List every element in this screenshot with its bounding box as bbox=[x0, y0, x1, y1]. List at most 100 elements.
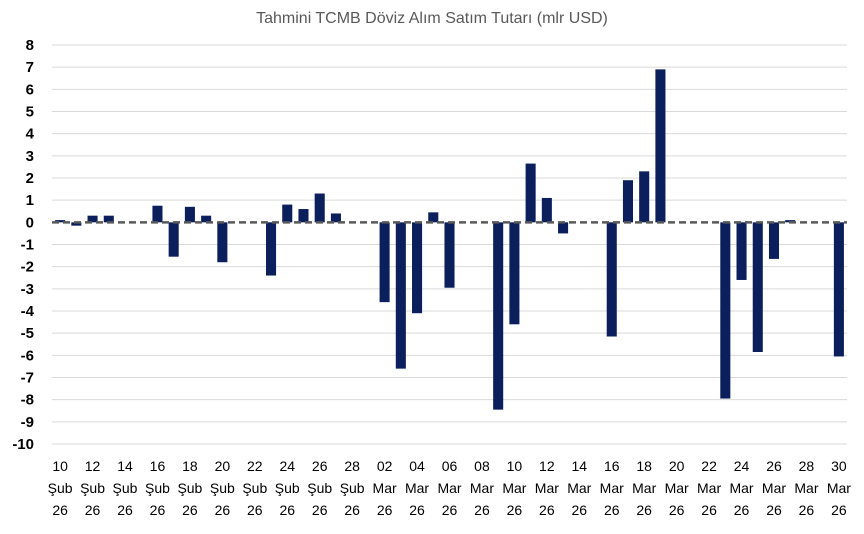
x-tick-label-year: 26 bbox=[539, 502, 555, 518]
bar bbox=[217, 222, 228, 263]
x-tick-label-year: 26 bbox=[85, 502, 101, 518]
x-tick-label-year: 26 bbox=[701, 502, 717, 518]
y-tick-label: -9 bbox=[21, 414, 34, 431]
x-tick-label-day: 16 bbox=[604, 458, 620, 474]
x-tick-label-day: 30 bbox=[831, 458, 847, 474]
y-tick-label: 2 bbox=[26, 170, 34, 187]
x-tick-label-month: Şub bbox=[177, 480, 202, 496]
x-tick-label-month: Şub bbox=[275, 480, 300, 496]
x-tick-label-year: 26 bbox=[474, 502, 490, 518]
x-tick-label-year: 26 bbox=[409, 502, 425, 518]
bar bbox=[720, 222, 731, 399]
x-tick-label-month: Mar bbox=[762, 480, 786, 496]
x-tick-label-day: 24 bbox=[279, 458, 295, 474]
x-tick-label-month: Şub bbox=[307, 480, 332, 496]
x-tick-label-year: 26 bbox=[182, 502, 198, 518]
x-tick-label-day: 26 bbox=[766, 458, 782, 474]
x-tick-label-month: Mar bbox=[729, 480, 753, 496]
x-tick-label-day: 18 bbox=[636, 458, 652, 474]
x-tick-label-day: 06 bbox=[442, 458, 458, 474]
bar bbox=[639, 171, 650, 223]
bar bbox=[314, 193, 325, 223]
x-tick-label-year: 26 bbox=[572, 502, 588, 518]
x-tick-label-month: Şub bbox=[242, 480, 267, 496]
x-tick-label-month: Mar bbox=[827, 480, 851, 496]
x-tick-label-day: 12 bbox=[85, 458, 101, 474]
bar bbox=[558, 222, 569, 234]
x-tick-label-year: 26 bbox=[247, 502, 263, 518]
x-tick-label-month: Şub bbox=[48, 480, 73, 496]
x-tick-label-day: 10 bbox=[507, 458, 523, 474]
x-tick-label-month: Mar bbox=[600, 480, 624, 496]
x-tick-label-year: 26 bbox=[799, 502, 815, 518]
x-tick-label-day: 04 bbox=[409, 458, 425, 474]
bar bbox=[509, 222, 520, 325]
x-tick-label-year: 26 bbox=[507, 502, 523, 518]
x-tick-label-day: 10 bbox=[52, 458, 68, 474]
x-tick-label-year: 26 bbox=[766, 502, 782, 518]
chart-title: Tahmini TCMB Döviz Alım Satım Tutarı (ml… bbox=[256, 10, 608, 27]
x-tick-label-day: 22 bbox=[247, 458, 263, 474]
x-tick-label-day: 20 bbox=[669, 458, 685, 474]
y-tick-label: -1 bbox=[21, 237, 34, 254]
bar bbox=[266, 222, 277, 276]
bar bbox=[768, 222, 780, 259]
x-tick-label-month: Şub bbox=[80, 480, 105, 496]
y-tick-label: 6 bbox=[26, 81, 34, 98]
y-tick-label: 3 bbox=[26, 148, 34, 165]
bar bbox=[606, 222, 617, 337]
x-tick-label-year: 26 bbox=[734, 502, 750, 518]
x-tick-label-year: 26 bbox=[279, 502, 295, 518]
x-tick-label-year: 26 bbox=[215, 502, 231, 518]
x-tick-label-day: 14 bbox=[572, 458, 588, 474]
x-tick-label-month: Mar bbox=[632, 480, 656, 496]
x-tick-label-year: 26 bbox=[442, 502, 458, 518]
x-tick-label-month: Mar bbox=[373, 480, 397, 496]
bar bbox=[752, 222, 763, 353]
x-tick-label-year: 26 bbox=[312, 502, 328, 518]
x-tick-label-month: Şub bbox=[210, 480, 235, 496]
bar bbox=[493, 222, 504, 410]
x-tick-label-year: 26 bbox=[636, 502, 652, 518]
x-tick-label-day: 18 bbox=[182, 458, 198, 474]
y-tick-label: -3 bbox=[21, 281, 34, 298]
x-tick-label-month: Şub bbox=[145, 480, 170, 496]
bar bbox=[282, 204, 293, 223]
y-tick-label: 1 bbox=[26, 192, 34, 209]
x-tick-label-month: Mar bbox=[535, 480, 559, 496]
bar bbox=[833, 222, 844, 357]
x-tick-label-month: Mar bbox=[405, 480, 429, 496]
bar bbox=[103, 215, 114, 223]
bar bbox=[152, 205, 163, 223]
bar bbox=[379, 222, 390, 303]
x-tick-label-day: 22 bbox=[701, 458, 717, 474]
bar bbox=[525, 163, 536, 223]
y-tick-label: 7 bbox=[26, 59, 34, 76]
y-tick-label: -5 bbox=[21, 325, 34, 342]
y-tick-label: -10 bbox=[12, 436, 34, 453]
bar bbox=[541, 197, 552, 223]
x-tick-label-year: 26 bbox=[52, 502, 68, 518]
y-tick-label: 5 bbox=[26, 104, 34, 121]
x-tick-label-month: Mar bbox=[502, 480, 526, 496]
x-tick-label-year: 26 bbox=[344, 502, 360, 518]
bar bbox=[428, 212, 439, 223]
y-tick-label: -6 bbox=[21, 347, 34, 364]
x-tick-label-day: 14 bbox=[117, 458, 133, 474]
y-tick-label: 8 bbox=[26, 37, 34, 54]
x-tick-label-day: 02 bbox=[377, 458, 393, 474]
bar bbox=[655, 69, 666, 223]
bar bbox=[55, 220, 66, 223]
y-tick-label: -2 bbox=[21, 259, 34, 276]
y-tick-label: -4 bbox=[21, 303, 35, 320]
x-tick-label-month: Mar bbox=[697, 480, 721, 496]
x-tick-label-day: 08 bbox=[474, 458, 490, 474]
y-tick-label: 0 bbox=[26, 214, 34, 231]
y-tick-label: -8 bbox=[21, 392, 34, 409]
bar bbox=[298, 209, 309, 223]
x-tick-label-month: Şub bbox=[340, 480, 365, 496]
y-tick-label: 4 bbox=[26, 126, 35, 143]
x-tick-label-day: 24 bbox=[734, 458, 750, 474]
x-tick-label-day: 12 bbox=[539, 458, 555, 474]
